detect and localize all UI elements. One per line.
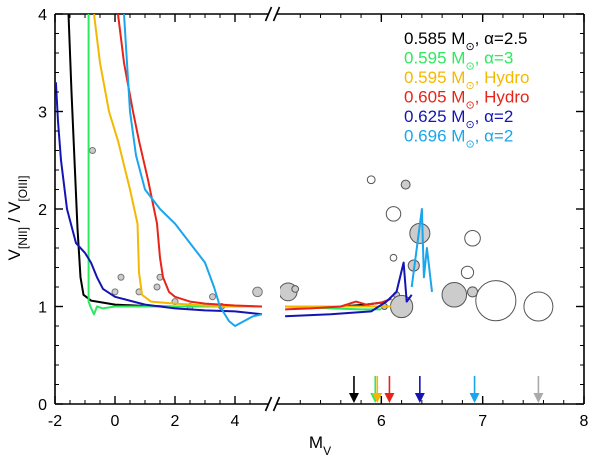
frame-layer [54,6,585,412]
marker-arrow [372,376,383,403]
series-line-right [410,208,433,293]
data-point [291,285,300,293]
series-line-left [93,14,262,308]
marker-arrow [533,376,544,403]
y-tick-label: 4 [38,7,47,24]
arrow-head [414,393,425,403]
y-tick-label: 0 [38,397,47,414]
series-0 [67,14,382,308]
data-point [117,273,125,281]
y-tick-label: 2 [38,202,47,219]
marker-arrow [348,376,359,403]
data-point [153,283,161,291]
series-4 [55,82,413,318]
series-line-left [87,14,262,316]
series-line-right [285,297,392,311]
legend-entry: 0.625 M⊙, α=2 [404,107,513,131]
marker-arrow [469,376,480,403]
legend-entry: 0.595 M⊙, Hydro [404,68,529,92]
marker-arrow [414,376,425,403]
arrow-head [533,393,544,403]
points-layer [89,147,554,322]
y-tick-label: 1 [38,300,47,317]
arrow-head [469,393,480,403]
x-tick-label: 6 [377,413,386,430]
data-point [209,293,216,301]
data-point [89,147,96,154]
series-3 [117,14,392,311]
legend-entry: 0.605 M⊙, Hydro [404,88,529,112]
series-line-left [123,14,263,327]
x-tick-label: -2 [48,413,62,430]
x-tick-label: 7 [478,413,487,430]
series-line-left [55,82,263,316]
data-point [385,206,402,222]
data-point [389,253,398,262]
legend-entry: 0.595 M⊙, α=3 [404,49,513,73]
data-point [441,282,468,308]
data-point [366,175,376,185]
arrow-head [372,393,383,403]
series-line-left [67,14,262,308]
series-5 [123,14,433,327]
data-point [400,179,411,190]
series-1 [87,14,382,316]
data-point [464,229,481,247]
series-layer [55,14,433,327]
series-line-right [285,261,413,318]
legend-entry: 0.696 M⊙, α=2 [404,127,513,151]
series-line-left [117,14,263,308]
arrow-layer [348,376,544,403]
arrow-head [384,393,395,403]
left-points [89,147,263,310]
legend: 0.585 M⊙, α=2.50.595 M⊙, α=30.595 M⊙, Hy… [404,29,529,151]
series-2 [93,14,392,308]
x-tick-label: 0 [111,413,120,430]
arrow-head [348,393,359,403]
data-point [111,288,119,296]
x-axis-title: MV [309,433,331,458]
legend-entry: 0.585 M⊙, α=2.5 [404,29,528,53]
y-axis-title: V[NII] / V[OIII] [5,176,30,261]
axis-break-top-1 [272,6,281,22]
y-tick-label: 3 [38,105,47,122]
x-tick-label: 2 [171,413,180,430]
data-point [475,280,517,322]
data-point [252,286,263,298]
axis-break-bottom-1 [272,396,281,412]
data-point [523,291,554,322]
data-point [460,265,475,280]
x-tick-label: 4 [231,413,240,430]
axis-break-bottom-0 [264,396,273,412]
x-tick-label: 8 [580,413,589,430]
marker-arrow [384,376,395,403]
axis-break-top-0 [264,6,273,22]
